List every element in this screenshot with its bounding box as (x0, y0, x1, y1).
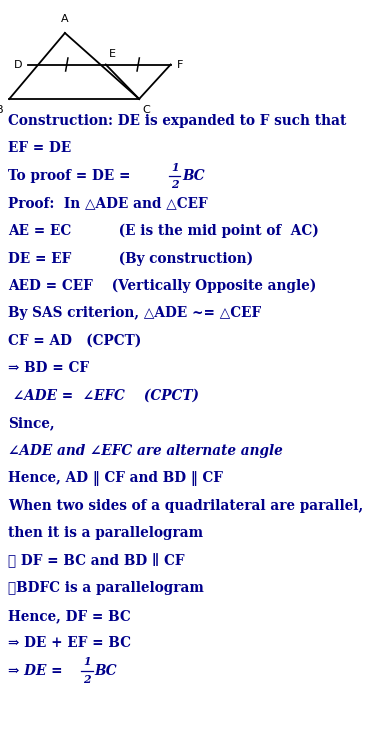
Text: BC: BC (182, 169, 205, 183)
Text: 1: 1 (171, 161, 178, 173)
Text: Construction: DE is expanded to F such that: Construction: DE is expanded to F such t… (8, 114, 347, 128)
Text: ⇒ DE + EF = BC: ⇒ DE + EF = BC (8, 636, 131, 650)
Text: 1: 1 (83, 656, 91, 668)
Text: By SAS criterion, △ADE ~= △CEF: By SAS criterion, △ADE ~= △CEF (8, 306, 261, 320)
Text: Proof:  In △ADE and △CEF: Proof: In △ADE and △CEF (8, 196, 208, 210)
Text: AED = CEF    (Vertically Opposite angle): AED = CEF (Vertically Opposite angle) (8, 279, 316, 293)
Text: A: A (61, 14, 69, 24)
Text: F: F (177, 59, 184, 70)
Text: D: D (14, 59, 22, 70)
Text: ⇒ BD = CF: ⇒ BD = CF (8, 361, 89, 375)
Text: Since,: Since, (8, 416, 55, 430)
Text: Hence, DF = BC: Hence, DF = BC (8, 608, 131, 623)
Text: ∴BDFC is a parallelogram: ∴BDFC is a parallelogram (8, 581, 204, 595)
Text: ∴ DF = BC and BD ∥ CF: ∴ DF = BC and BD ∥ CF (8, 553, 185, 568)
Text: C: C (143, 105, 151, 115)
Text: ∠ADE and ∠EFC are alternate angle: ∠ADE and ∠EFC are alternate angle (8, 443, 283, 458)
Text: Hence, AD ‖ CF and BD ‖ CF: Hence, AD ‖ CF and BD ‖ CF (8, 471, 223, 486)
Text: ⇒ DE =: ⇒ DE = (8, 663, 63, 678)
Text: CF = AD   (CPCT): CF = AD (CPCT) (8, 334, 141, 348)
Text: then it is a parallelogram: then it is a parallelogram (8, 526, 203, 540)
Text: EF = DE: EF = DE (8, 141, 71, 155)
Text: When two sides of a quadrilateral are parallel,: When two sides of a quadrilateral are pa… (8, 498, 364, 513)
Text: B: B (0, 105, 4, 115)
Text: 2: 2 (83, 674, 91, 685)
Text: 2: 2 (171, 179, 178, 191)
Text: BC: BC (95, 663, 117, 678)
Text: E: E (109, 48, 116, 59)
Text: To proof = DE =: To proof = DE = (8, 169, 131, 183)
Text: ∠ADE =  ∠EFC    (CPCT): ∠ADE = ∠EFC (CPCT) (8, 388, 199, 403)
Text: DE = EF          (By construction): DE = EF (By construction) (8, 251, 253, 265)
Text: AE = EC          (E is the mid point of  AC): AE = EC (E is the mid point of AC) (8, 224, 319, 238)
